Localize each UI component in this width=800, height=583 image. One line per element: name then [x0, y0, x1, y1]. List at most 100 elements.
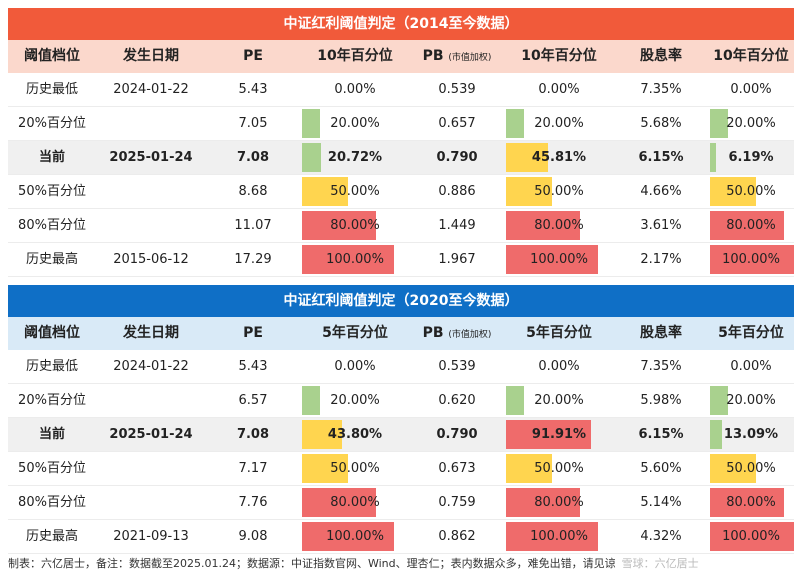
- cell-pe-percentile: 80.00%: [300, 486, 410, 519]
- cell-pb-percentile: 20.00%: [504, 384, 614, 417]
- cell-yield-percentile-text: 6.19%: [728, 150, 774, 165]
- cell-yield: 7.35%: [640, 359, 682, 374]
- cell-pe-percentile: 20.00%: [300, 384, 410, 417]
- percentile-bar: [506, 143, 548, 172]
- percentile-bar: [302, 522, 394, 551]
- cell-pb-percentile-text: 100.00%: [530, 529, 588, 544]
- cell-date: [96, 209, 206, 242]
- header-pb-label: PB: [422, 48, 444, 64]
- header-pb: PB (市值加权): [410, 40, 504, 73]
- cell-yield-percentile-text: 100.00%: [722, 252, 780, 267]
- cell-yield-percentile-text: 13.09%: [723, 427, 779, 442]
- cell-yield-percentile: 50.00%: [708, 175, 794, 208]
- percentile-bar: [710, 143, 716, 172]
- table-body: 历史最低 2024-01-22 5.43 0.00% 0.539 0.00% 7.35% 0.…: [8, 73, 794, 277]
- header-yield-pct: 5年百分位: [718, 325, 784, 341]
- percentile-bar: [506, 109, 524, 138]
- cell-yield: 5.60%: [640, 461, 682, 476]
- cell-pe-percentile: 20.72%: [300, 141, 410, 174]
- cell-pe: 7.08: [236, 427, 270, 442]
- cell-pe-percentile-text: 43.80%: [327, 427, 383, 442]
- cell-yield-percentile: 80.00%: [708, 486, 794, 519]
- cell-yield-percentile-text: 0.00%: [730, 359, 772, 374]
- header-pe-pct: 5年百分位: [322, 325, 388, 341]
- cell-pe-percentile-text: 100.00%: [326, 252, 384, 267]
- cell-yield: 3.61%: [640, 218, 682, 233]
- table-body: 历史最低 2024-01-22 5.43 0.00% 0.539 0.00% 7.35% 0.…: [8, 350, 794, 554]
- cell-pb: 0.620: [438, 393, 476, 408]
- header-yield: 股息率: [640, 48, 682, 64]
- table-row: 历史最低 2024-01-22 5.43 0.00% 0.539 0.00% 7.35% 0.…: [8, 350, 794, 384]
- footer-text: 制表：六亿居士，备注：数据截至2025.01.24；数据源：中证指数官网、Win…: [8, 557, 616, 570]
- percentile-bar: [506, 386, 524, 415]
- cell-yield: 5.68%: [640, 116, 682, 131]
- cell-pe-percentile: 0.00%: [300, 350, 410, 383]
- cell-yield-percentile-text: 100.00%: [722, 529, 780, 544]
- cell-level: 历史最高: [25, 252, 78, 267]
- cell-pe-percentile: 80.00%: [300, 209, 410, 242]
- cell-level: 当前: [38, 427, 65, 442]
- cell-pe: 7.05: [238, 116, 268, 131]
- cell-yield: 5.98%: [640, 393, 682, 408]
- table-row: 20%百分位 6.57 20.00% 0.620 20.00% 5.98% 20.00%: [8, 384, 794, 418]
- percentile-bar: [710, 109, 728, 138]
- cell-pe-percentile-text: 0.00%: [334, 359, 376, 374]
- header-yield-pct: 10年百分位: [713, 48, 789, 64]
- cell-pb-percentile-text: 45.81%: [531, 150, 587, 165]
- percentile-bar: [302, 177, 348, 206]
- cell-pb-percentile: 100.00%: [504, 520, 614, 553]
- percentile-bar: [506, 420, 591, 449]
- percentile-bar: [710, 488, 784, 517]
- cell-pe: 8.68: [238, 184, 268, 199]
- cell-pe-percentile-text: 80.00%: [330, 495, 380, 510]
- percentile-bar: [302, 386, 320, 415]
- percentile-bar: [710, 245, 794, 274]
- cell-pb: 0.759: [438, 495, 476, 510]
- cell-pe: 7.17: [238, 461, 268, 476]
- table-row: 20%百分位 7.05 20.00% 0.657 20.00% 5.68% 20.00%: [8, 107, 794, 141]
- cell-level: 历史最低: [25, 359, 78, 374]
- header-level: 阈值档位: [24, 48, 80, 64]
- table-2014-section: 中证红利阈值判定（2014至今数据） 阈值档位 发生日期 PE 10年百分位 P…: [8, 8, 794, 277]
- cell-pe: 9.08: [238, 529, 268, 544]
- cell-yield-percentile: 80.00%: [708, 209, 794, 242]
- cell-pb-percentile: 100.00%: [504, 243, 614, 276]
- cell-yield-percentile-text: 0.00%: [730, 82, 772, 97]
- cell-pb: 0.539: [438, 359, 476, 374]
- cell-pe-percentile-text: 20.00%: [330, 393, 380, 408]
- cell-pe-percentile-text: 80.00%: [330, 218, 380, 233]
- cell-pe-percentile: 100.00%: [300, 243, 410, 276]
- header-pe: PE: [243, 48, 263, 64]
- percentile-bar: [302, 211, 376, 240]
- cell-date: [96, 107, 206, 140]
- cell-date: 2015-06-12: [113, 252, 189, 267]
- cell-pb: 1.967: [438, 252, 476, 267]
- footer-note: 制表：六亿居士，备注：数据截至2025.01.24；数据源：中证指数官网、Win…: [8, 553, 794, 575]
- cell-yield-percentile: 20.00%: [708, 107, 794, 140]
- percentile-bar: [506, 177, 552, 206]
- cell-level: 50%百分位: [18, 461, 86, 476]
- cell-pb-percentile-text: 91.91%: [531, 427, 587, 442]
- cell-date: [96, 175, 206, 208]
- cell-date: 2025-01-24: [109, 427, 193, 442]
- percentile-bar: [506, 522, 598, 551]
- cell-yield: 6.15%: [638, 427, 684, 442]
- cell-yield: 6.15%: [638, 150, 684, 165]
- percentile-bar: [302, 245, 394, 274]
- cell-level: 20%百分位: [18, 116, 86, 131]
- percentile-bar: [302, 454, 348, 483]
- cell-yield: 4.66%: [640, 184, 682, 199]
- table-row: 当前 2025-01-24 7.08 20.72% 0.790 45.81% 6.15% 6.…: [8, 141, 794, 175]
- cell-yield-percentile-text: 50.00%: [726, 461, 776, 476]
- cell-yield-percentile-text: 20.00%: [726, 393, 776, 408]
- table-row: 历史最高 2021-09-13 9.08 100.00% 0.862 100.00% 4.3…: [8, 520, 794, 554]
- cell-yield: 7.35%: [640, 82, 682, 97]
- cell-level: 历史最高: [25, 529, 78, 544]
- table-row: 80%百分位 11.07 80.00% 1.449 80.00% 3.61% 80.00%: [8, 209, 794, 243]
- header-pb-label: PB: [422, 325, 444, 341]
- cell-pb-percentile-text: 100.00%: [530, 252, 588, 267]
- cell-pe-percentile-text: 20.72%: [327, 150, 383, 165]
- cell-level: 50%百分位: [18, 184, 86, 199]
- cell-pb-percentile: 80.00%: [504, 209, 614, 242]
- cell-pe-percentile: 100.00%: [300, 520, 410, 553]
